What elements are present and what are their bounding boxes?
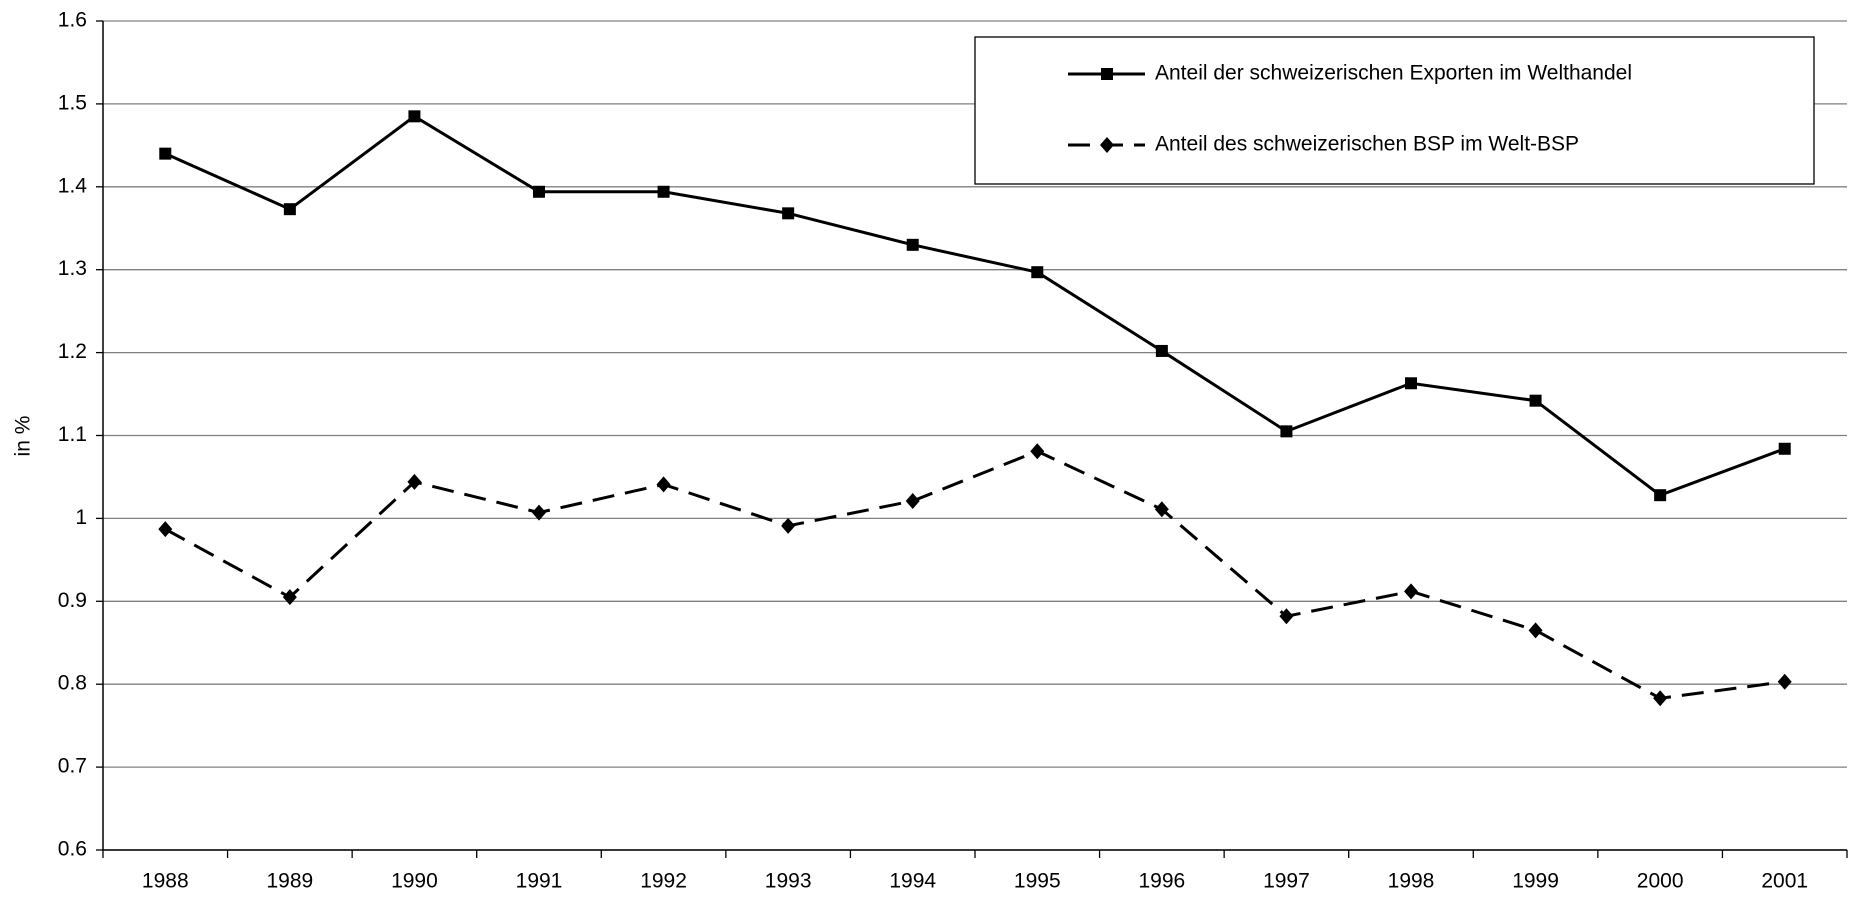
legend-box (974, 36, 1815, 185)
marker (1031, 266, 1044, 279)
series-line (164, 114, 1786, 497)
x-tick-label: 1993 (765, 870, 812, 893)
marker (158, 521, 173, 538)
y-tick-label: 0.7 (58, 755, 87, 778)
y-tick-label: 1 (75, 506, 87, 529)
marker (408, 110, 421, 123)
x-tick-label: 2000 (1637, 870, 1684, 893)
x-tick-label: 1995 (1014, 870, 1061, 893)
marker (532, 504, 546, 521)
y-tick-label: 1.1 (58, 423, 87, 446)
marker (407, 473, 422, 490)
y-tick-label: 0.9 (58, 589, 87, 612)
x-tick-label: 1998 (1388, 870, 1435, 893)
y-tick-label: 1.4 (58, 174, 88, 197)
x-tick-label: 1992 (640, 870, 687, 893)
marker (1778, 442, 1791, 455)
marker (282, 589, 297, 606)
marker (781, 517, 796, 534)
marker (1100, 137, 1114, 153)
x-tick-label: 1996 (1138, 870, 1185, 893)
series-line (164, 449, 1785, 700)
marker (1280, 425, 1293, 438)
y-axis-label: in % (12, 416, 35, 457)
y-tick-label: 1.6 (58, 9, 87, 32)
x-tick-label: 1999 (1512, 870, 1559, 893)
marker (1405, 377, 1417, 390)
marker (1529, 394, 1542, 407)
marker (159, 147, 172, 160)
x-tick-label: 1989 (266, 870, 313, 893)
marker (782, 207, 795, 220)
x-tick-label: 1994 (889, 870, 936, 893)
x-tick-label: 1997 (1263, 870, 1310, 893)
x-tick-label: 1991 (516, 870, 563, 893)
marker (1654, 489, 1667, 502)
x-tick-label: 1988 (142, 870, 189, 893)
y-tick-label: 1.2 (58, 340, 87, 363)
marker (906, 238, 919, 251)
y-tick-label: 1.5 (58, 91, 87, 114)
marker (1030, 443, 1045, 460)
marker (1653, 690, 1668, 707)
marker (1777, 673, 1792, 690)
marker (283, 203, 296, 216)
x-tick-label: 1990 (391, 870, 438, 893)
legend-label: Anteil der schweizerischen Exporten im W… (1155, 62, 1632, 85)
legend-label: Anteil des schweizerischen BSP im Welt-B… (1155, 133, 1579, 156)
y-tick-label: 0.8 (58, 672, 87, 695)
marker (533, 185, 545, 198)
y-tick-label: 1.3 (58, 257, 87, 280)
marker (1101, 68, 1113, 80)
marker (905, 492, 920, 509)
legend: Anteil der schweizerischen Exporten im W… (974, 36, 1815, 185)
marker (1528, 622, 1543, 639)
marker (656, 476, 671, 493)
x-tick-label: 2001 (1761, 870, 1808, 893)
marker (657, 185, 670, 198)
marker (1154, 501, 1169, 518)
marker (1404, 583, 1418, 600)
y-tick-label: 0.6 (58, 838, 87, 861)
marker (1155, 344, 1168, 357)
marker (1279, 608, 1294, 625)
